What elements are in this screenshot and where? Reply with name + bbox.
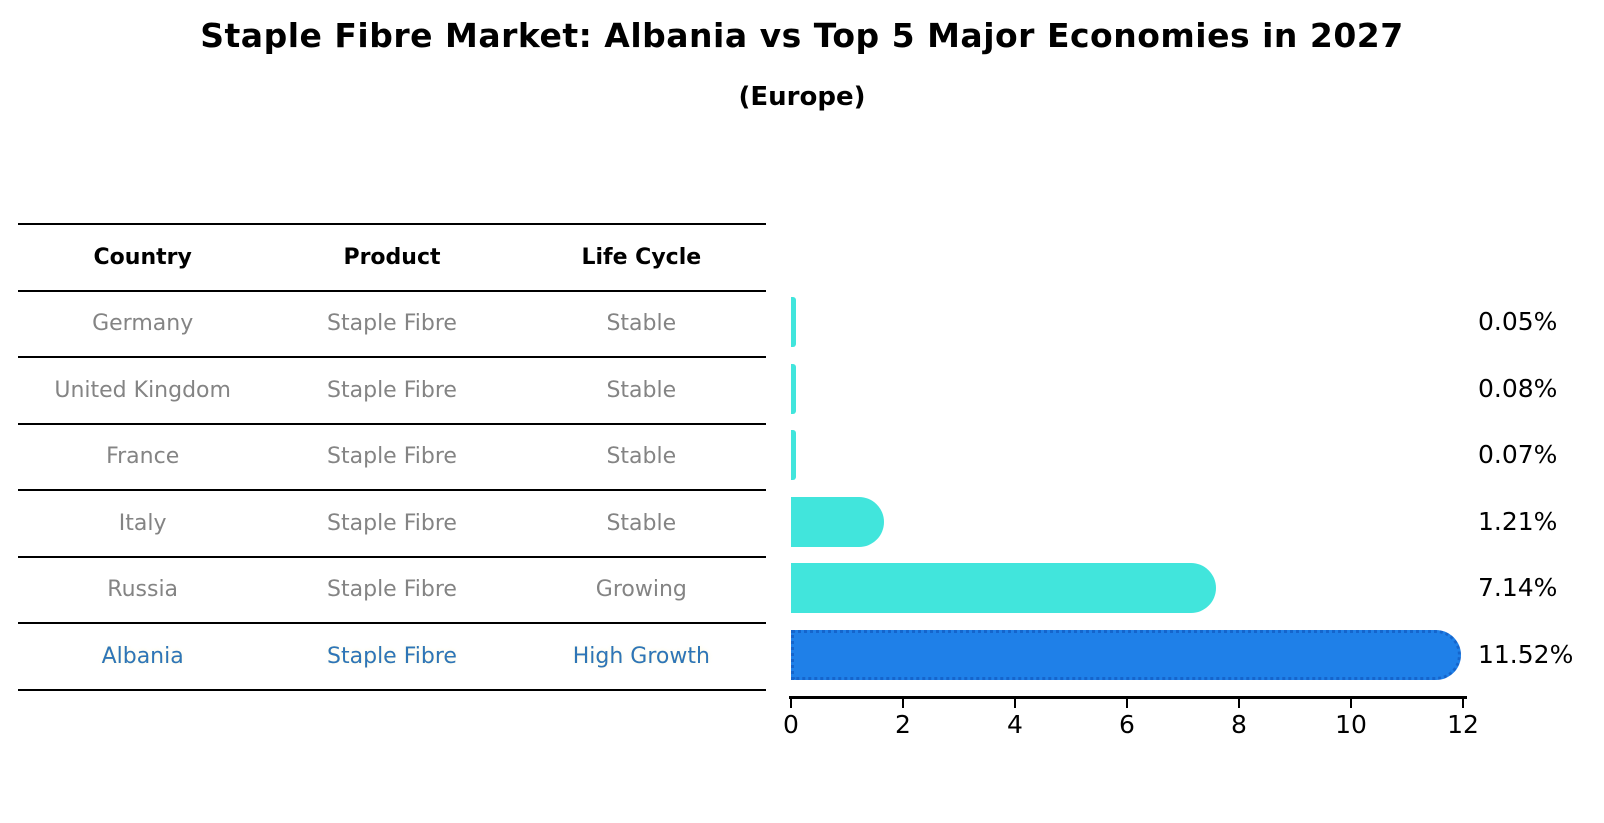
cell-life-cycle: Growing [595,577,687,603]
bar-value-label: 7.14% [1478,573,1558,602]
bar-value-label: 0.08% [1478,373,1558,403]
cell-product: Staple Fibre [327,510,457,536]
x-axis-tick-label: 2 [895,710,911,739]
bar-italy [791,496,884,547]
bar-value-label: 0.05% [1478,307,1558,336]
cell-country: Albania [101,643,184,669]
cell-product: Staple Fibre [327,311,457,337]
bar-value-label: 0.07% [1478,440,1558,469]
table-row: Germany Staple Fibre Stable [18,292,766,358]
x-axis-tick-label: 12 [1447,710,1479,739]
x-axis-tick [1238,698,1240,708]
table-body: Germany Staple Fibre Stable United Kingdom S… [18,292,766,691]
x-axis-tick-label: 4 [1007,710,1023,739]
bar-chart: 0.05% 0.08% 0.07% 1.21% 7.14% 11.52% 0 2 4 6 8 10 12 [783,289,1573,759]
bar-value-label: 11.52% [1478,639,1574,669]
x-axis-tick [1462,698,1464,708]
table-row: Italy Staple Fibre Stable [18,491,766,558]
x-axis-tick [1126,698,1128,708]
cell-product: Staple Fibre [327,643,457,669]
column-header-country: Country [93,244,192,270]
x-axis-tick-label: 0 [783,710,799,739]
x-axis-tick [1014,698,1016,708]
column-header-product: Product [343,244,441,270]
cell-country: Germany [92,311,194,337]
chart-subtitle: (Europe) [738,82,866,112]
cell-country: Russia [107,577,179,603]
bar-albania [791,629,1462,680]
bar-value-label: 1.21% [1478,506,1558,536]
table-header-row: Country Product Life Cycle [18,225,766,292]
cell-product: Staple Fibre [327,444,457,470]
table-row: United Kingdom Staple Fibre Stable [18,358,766,425]
x-axis-tick [902,698,904,708]
bar-germany [791,297,796,347]
cell-country: United Kingdom [54,377,231,403]
cell-product: Staple Fibre [327,377,457,403]
table-row: France Staple Fibre Stable [18,425,766,491]
cell-country: Italy [118,510,167,536]
x-axis-tick [790,698,792,708]
chart-title: Staple Fibre Market: Albania vs Top 5 Ma… [200,16,1404,55]
x-axis-tick-label: 6 [1119,710,1135,739]
country-table: Country Product Life Cycle Germany Staple… [18,223,766,691]
cell-life-cycle: Stable [606,311,677,337]
cell-life-cycle: Stable [606,444,677,470]
bar-russia [791,563,1216,613]
x-axis-tick-label: 10 [1335,710,1367,739]
x-axis-tick [1350,698,1352,708]
table-row: Albania Staple Fibre High Growth [18,624,766,691]
table-row: Russia Staple Fibre Growing [18,558,766,624]
column-header-life-cycle: Life Cycle [581,244,702,270]
bar-united-kingdom [791,363,796,414]
x-axis-line [789,696,1467,699]
x-axis-tick-label: 8 [1231,710,1247,739]
cell-life-cycle: Stable [606,377,677,403]
cell-country: France [106,444,180,470]
cell-life-cycle: Stable [606,510,677,536]
cell-product: Staple Fibre [327,577,457,603]
cell-life-cycle: High Growth [572,643,710,669]
bar-france [791,430,796,480]
